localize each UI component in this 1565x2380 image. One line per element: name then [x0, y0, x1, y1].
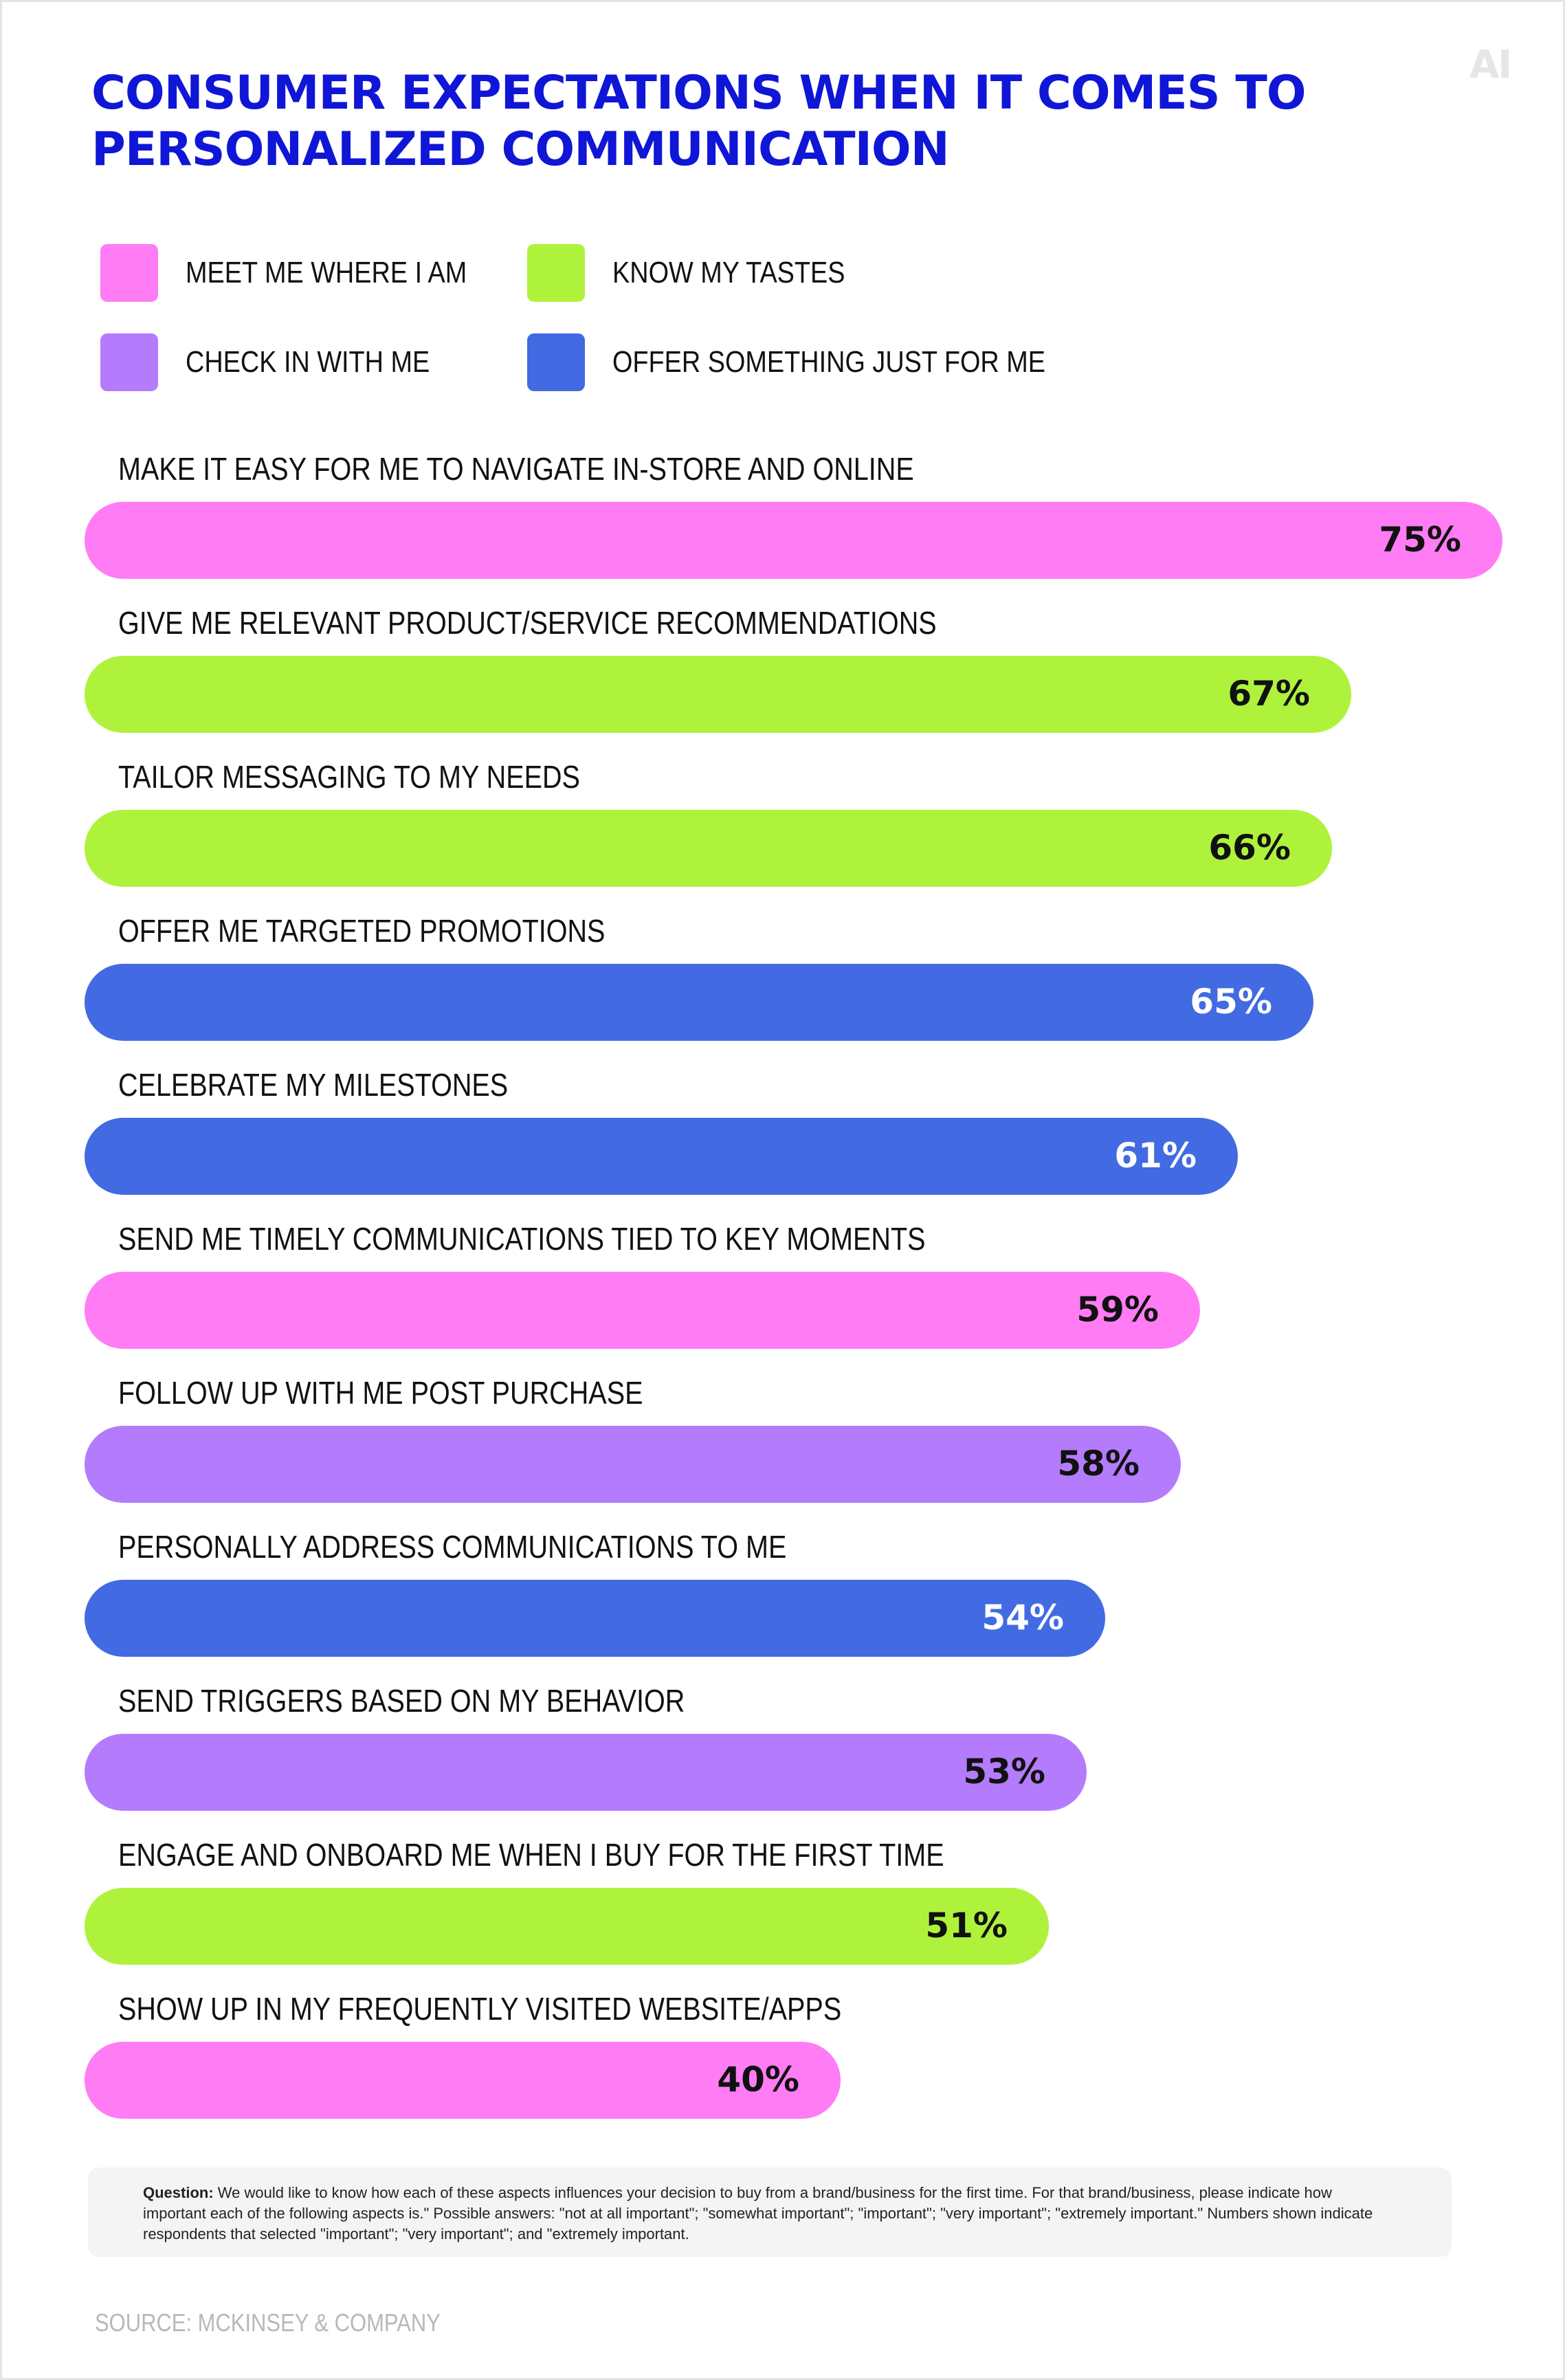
- legend-swatch: [527, 333, 585, 391]
- bar-value-label: 51%: [925, 1906, 1008, 1946]
- bar: [85, 964, 1313, 1041]
- bar: [85, 1888, 1049, 1965]
- bar-category-label: OFFER ME TARGETED PROMOTIONS: [118, 913, 606, 949]
- legend-label: OFFER SOMETHING JUST FOR ME: [612, 345, 1045, 379]
- bar-value-label: 58%: [1057, 1444, 1140, 1484]
- bar-value-label: 75%: [1379, 520, 1461, 560]
- bar-value-label: 54%: [981, 1598, 1064, 1638]
- bar: [85, 656, 1351, 733]
- bar-category-label: SEND ME TIMELY COMMUNICATIONS TIED TO KE…: [118, 1221, 926, 1257]
- legend-item-offer: OFFER SOMETHING JUST FOR ME: [527, 333, 1116, 391]
- note-text: We would like to know how each of these …: [143, 2184, 1373, 2243]
- bar: [85, 502, 1502, 579]
- bar-category-label: CELEBRATE MY MILESTONES: [118, 1067, 509, 1103]
- legend-item-tastes: KNOW MY TASTES: [527, 244, 883, 302]
- legend-swatch: [100, 244, 158, 302]
- legend-swatch: [527, 244, 585, 302]
- bar-category-label: GIVE ME RELEVANT PRODUCT/SERVICE RECOMME…: [118, 605, 937, 641]
- bar-category-label: SEND TRIGGERS BASED ON MY BEHAVIOR: [118, 1683, 685, 1719]
- legend-label: MEET ME WHERE I AM: [186, 256, 467, 289]
- bar: [85, 1272, 1200, 1349]
- bar-value-label: 65%: [1190, 982, 1272, 1022]
- bar: [85, 810, 1332, 887]
- bar: [85, 1580, 1105, 1657]
- bar-category-label: ENGAGE AND ONBOARD ME WHEN I BUY FOR THE…: [118, 1837, 944, 1873]
- bar: [85, 1118, 1238, 1195]
- brand-logo: AI: [1469, 43, 1512, 87]
- legend-item-check: CHECK IN WITH ME: [100, 333, 469, 391]
- legend-item-meet: MEET ME WHERE I AM: [100, 244, 513, 302]
- question-note: Question: We would like to know how each…: [88, 2168, 1452, 2257]
- legend-swatch: [100, 333, 158, 391]
- bar: [85, 1426, 1181, 1503]
- bar-value-label: 53%: [963, 1752, 1045, 1792]
- legend-label: KNOW MY TASTES: [612, 256, 845, 289]
- bar-value-label: 61%: [1114, 1136, 1197, 1176]
- legend-label: CHECK IN WITH ME: [186, 345, 430, 379]
- bar-category-label: MAKE IT EASY FOR ME TO NAVIGATE IN-STORE…: [118, 451, 914, 487]
- bar-value-label: 40%: [717, 2060, 799, 2100]
- source-credit: SOURCE: MCKINSEY & COMPANY: [95, 2309, 441, 2337]
- bar-value-label: 66%: [1208, 828, 1291, 868]
- bar-category-label: PERSONALLY ADDRESS COMMUNICATIONS TO ME: [118, 1529, 787, 1565]
- bar: [85, 2042, 841, 2119]
- bar-category-label: TAILOR MESSAGING TO MY NEEDS: [118, 759, 580, 795]
- bar: [85, 1734, 1087, 1811]
- bar-category-label: FOLLOW UP WITH ME POST PURCHASE: [118, 1375, 643, 1411]
- bar-category-label: SHOW UP IN MY FREQUENTLY VISITED WEBSITE…: [118, 1991, 842, 2027]
- chart-title: CONSUMER EXPECTATIONS WHEN IT COMES TO P…: [91, 66, 1307, 177]
- bar-value-label: 67%: [1228, 674, 1310, 714]
- note-label: Question:: [143, 2184, 214, 2201]
- bar-value-label: 59%: [1076, 1290, 1159, 1330]
